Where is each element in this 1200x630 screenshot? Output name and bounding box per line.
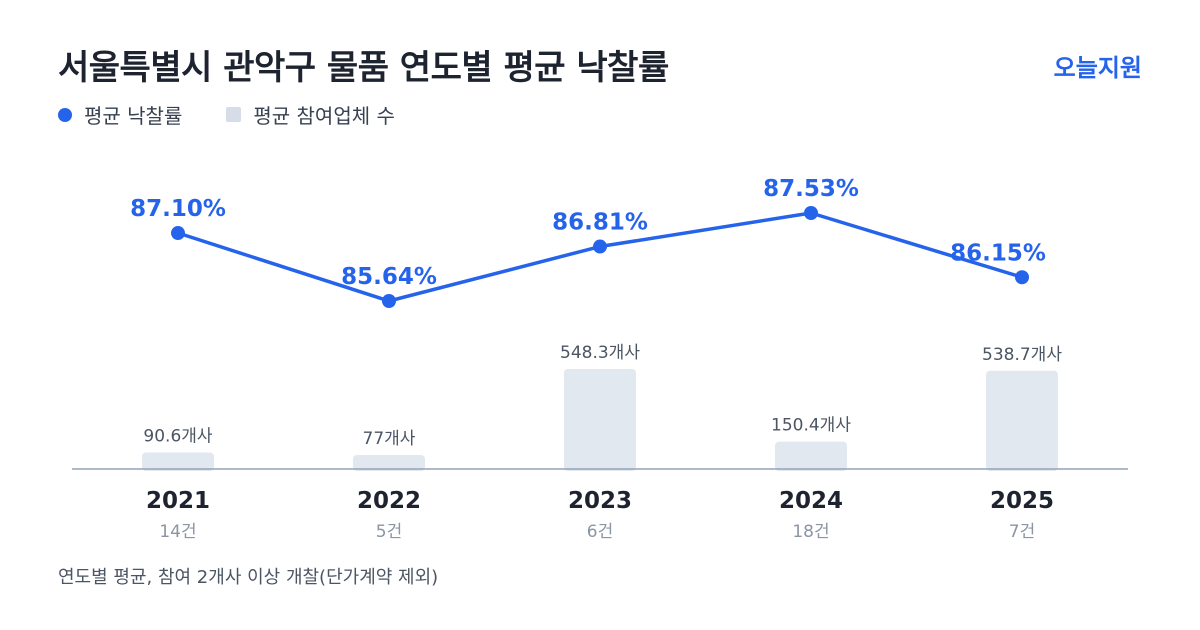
bar [564, 369, 636, 471]
brand-logo[interactable]: 오늘지원 [1053, 54, 1142, 82]
chart-footnote: 연도별 평균, 참여 2개사 이상 개찰(단가계약 제외) [58, 567, 439, 588]
x-tick-label: 2024 [779, 488, 843, 514]
legend-item-rate: 평균 낙찰률 [58, 100, 182, 129]
line-value-label: 86.15% [950, 240, 1046, 266]
line-value-label: 85.64% [341, 264, 437, 290]
line-value-label: 87.53% [763, 176, 859, 202]
x-tick-label: 2022 [357, 488, 421, 514]
legend-item-bidders: 평균 참여업체 수 [226, 100, 395, 129]
line-value-label: 86.81% [552, 210, 648, 236]
legend-label-bidders: 평균 참여업체 수 [253, 104, 395, 128]
chart-title: 서울특별시 관악구 물품 연도별 평균 낙찰률 [58, 48, 669, 88]
line-point [382, 294, 396, 308]
chart-legend: 평균 낙찰률 평균 참여업체 수 [58, 100, 439, 129]
bar [353, 454, 425, 471]
x-sub-label: 18건 [792, 522, 829, 542]
line-point [1015, 270, 1029, 285]
bar [142, 452, 214, 471]
x-sub-label: 14건 [159, 522, 196, 542]
line-value-label: 87.10% [130, 196, 226, 222]
x-tick-label: 2021 [146, 488, 210, 514]
x-tick-label: 2023 [568, 488, 632, 514]
legend-label-rate: 평균 낙찰률 [84, 104, 183, 128]
bar [986, 370, 1058, 471]
bar-value-label: 90.6개사 [143, 426, 212, 446]
x-sub-label: 7건 [1009, 522, 1035, 542]
x-tick-label: 2025 [990, 488, 1054, 514]
bar [775, 441, 847, 471]
line-point [804, 206, 818, 220]
legend-square-icon [226, 107, 242, 122]
x-sub-label: 5건 [376, 522, 402, 542]
bar-value-label: 538.7개사 [982, 345, 1062, 365]
line-point [171, 226, 185, 241]
line-point [593, 239, 607, 254]
legend-dot-icon [58, 107, 72, 122]
x-sub-label: 6건 [587, 522, 613, 542]
bar-value-label: 150.4개사 [771, 416, 851, 436]
bar-value-label: 548.3개사 [560, 343, 640, 363]
bar-value-label: 77개사 [363, 429, 416, 449]
